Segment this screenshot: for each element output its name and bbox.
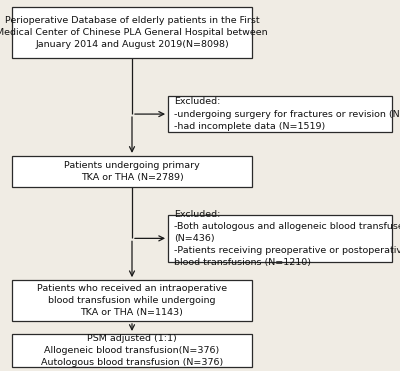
FancyBboxPatch shape <box>12 280 252 321</box>
FancyBboxPatch shape <box>168 96 392 132</box>
Text: Patients who received an intraoperative
blood transfusion while undergoing
TKA o: Patients who received an intraoperative … <box>37 284 227 317</box>
Text: Excluded:
-Both autologous and allogeneic blood transfused
(N=436)
-Patients rec: Excluded: -Both autologous and allogenei… <box>174 210 400 267</box>
FancyBboxPatch shape <box>12 156 252 187</box>
Text: Perioperative Database of elderly patients in the First
Medical Center of Chines: Perioperative Database of elderly patien… <box>0 16 268 49</box>
Text: Patients undergoing primary
TKA or THA (N=2789): Patients undergoing primary TKA or THA (… <box>64 161 200 182</box>
Text: PSM adjusted (1:1)
Allogeneic blood transfusion(N=376)
Autologous blood transfus: PSM adjusted (1:1) Allogeneic blood tran… <box>41 334 223 367</box>
FancyBboxPatch shape <box>12 334 252 367</box>
FancyBboxPatch shape <box>168 215 392 262</box>
Text: Excluded:
-undergoing surgery for fractures or revision (N=3790)
-had incomplete: Excluded: -undergoing surgery for fractu… <box>174 98 400 131</box>
FancyBboxPatch shape <box>12 7 252 58</box>
